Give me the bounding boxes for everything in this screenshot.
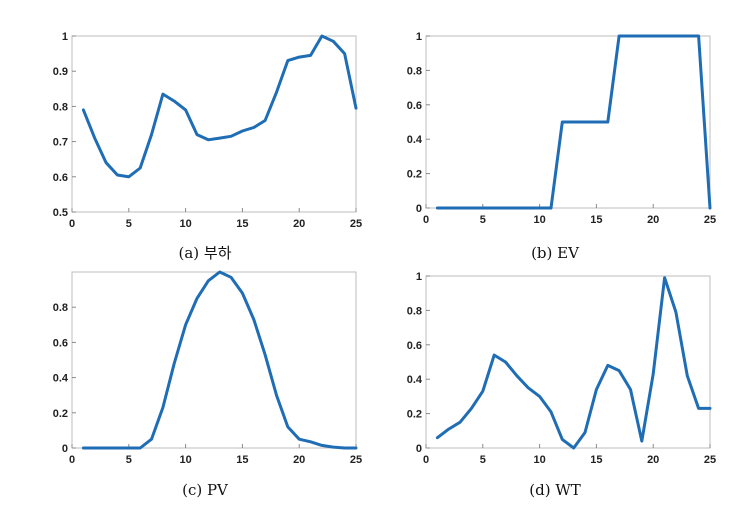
x-tick-label: 20 (647, 454, 659, 466)
series-line (435, 34, 712, 210)
y-tick-label: 0 (62, 443, 68, 455)
x-tick-label: 10 (533, 214, 545, 226)
y-tick-label: 0.9 (53, 66, 68, 78)
x-tick-label: 15 (236, 218, 248, 230)
y-tick-label: 1 (62, 31, 68, 43)
panel-caption: (c) PV (182, 481, 229, 499)
panel-caption: (d) WT (529, 481, 581, 499)
y-tick-label: 0.2 (407, 409, 422, 421)
y-tick-label: 0.6 (53, 337, 68, 349)
x-tick-label: 0 (423, 214, 429, 226)
chart-panel-4: 00.20.40.60.810 5 10 15 20 25(d) WT (407, 271, 716, 499)
x-tick-label: 25 (704, 454, 716, 466)
plot-area (71, 271, 357, 449)
y-tick-label: 0.8 (53, 101, 68, 113)
y-tick-label: 0.6 (53, 172, 68, 184)
x-tick-label: 5 (126, 454, 132, 466)
panel-caption: (a) 부하 (178, 244, 231, 262)
panel-caption: (b) EV (531, 244, 580, 262)
y-tick-label: 0.4 (407, 134, 423, 146)
y-tick-label: 0.4 (53, 373, 69, 385)
x-tick-label: 10 (533, 454, 545, 466)
x-tick-label: 5 (480, 214, 486, 226)
x-tick-label: 5 (126, 218, 132, 230)
x-tick-label: 0 (69, 218, 75, 230)
y-tick-label: 0.8 (407, 305, 422, 317)
plot-area (425, 275, 711, 449)
y-tick-label: 0.6 (407, 340, 422, 352)
x-tick-label: 15 (590, 214, 602, 226)
y-tick-label: 0 (416, 203, 422, 215)
chart-panel-3: 0 0.2 0.4 0.6 0.8 0 5 10 15 20 25 (c) PV (53, 270, 362, 499)
y-tick-label: 1 (416, 31, 422, 43)
y-tick-label: 0.4 (407, 374, 423, 386)
x-tick-label: 0 (423, 454, 429, 466)
x-tick-label: 10 (179, 454, 191, 466)
x-tick-label: 20 (293, 218, 305, 230)
x-tick-label: 0 (69, 454, 75, 466)
series-line (81, 34, 358, 179)
series-line (435, 276, 712, 450)
chart-panel-2: 00.20.40.60.810 5 10 15 20 25(b) EV (407, 31, 716, 262)
y-tick-label: 0.8 (53, 302, 68, 314)
x-tick-label: 25 (704, 214, 716, 226)
x-tick-label: 5 (480, 454, 486, 466)
y-tick-label: 0.5 (53, 207, 68, 219)
y-tick-label: 0.8 (407, 65, 422, 77)
x-tick-label: 20 (293, 454, 305, 466)
chart-panel-1: 0.50.60.70.80.910 5 10 15 20 25(a) 부하 (53, 31, 362, 262)
x-tick-label: 15 (590, 454, 602, 466)
y-tick-label: 0 (416, 443, 422, 455)
y-tick-label: 0.2 (407, 169, 422, 181)
x-tick-label: 20 (647, 214, 659, 226)
series-line (81, 270, 358, 450)
x-tick-label: 25 (350, 218, 362, 230)
x-tick-label: 25 (350, 454, 362, 466)
y-tick-label: 1 (416, 271, 422, 283)
x-tick-label: 10 (179, 218, 191, 230)
y-tick-label: 0.7 (53, 137, 68, 149)
y-tick-label: 0.2 (53, 408, 68, 420)
plot-area (71, 35, 357, 213)
y-tick-label: 0.6 (407, 100, 422, 112)
x-tick-label: 15 (236, 454, 248, 466)
